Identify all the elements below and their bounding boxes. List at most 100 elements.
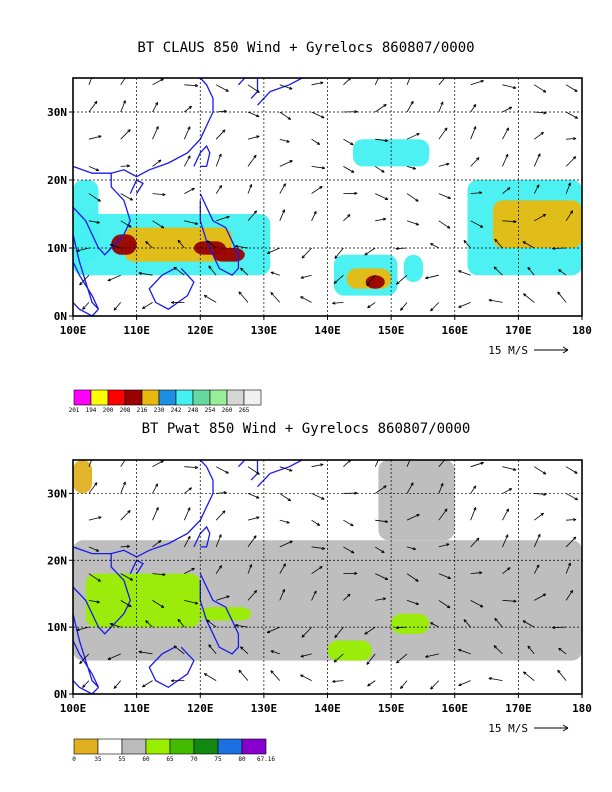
- colorbar-label: 201: [69, 407, 80, 414]
- wind-vector: [406, 600, 419, 605]
- wind-vector: [502, 466, 517, 471]
- wind-arrowhead: [187, 507, 191, 511]
- wind-vector: [184, 600, 199, 605]
- wind-vector: [184, 466, 198, 469]
- wind-arrowhead: [138, 271, 142, 275]
- wind-arrowhead: [513, 599, 517, 603]
- wind-arrowhead: [473, 104, 477, 108]
- colorbar-label: 254: [205, 407, 216, 414]
- wind-vector: [534, 593, 547, 601]
- colorbar-label: 70: [190, 756, 198, 763]
- wind-vector: [215, 84, 229, 92]
- wind-vector: [374, 460, 379, 467]
- wind-arrowhead: [79, 660, 83, 665]
- x-tick-label: 150E: [378, 324, 405, 337]
- wind-vector: [120, 220, 132, 228]
- wind-vector: [470, 104, 477, 113]
- wind-vector: [88, 100, 98, 113]
- wind-vector: [152, 540, 162, 548]
- wind-vector: [523, 671, 535, 681]
- wind-arrowhead: [522, 620, 526, 624]
- wind-vector: [311, 464, 324, 468]
- coastline-5: [129, 559, 144, 575]
- wind-arrowhead: [321, 115, 325, 119]
- wind-arrowhead: [155, 126, 159, 130]
- wind-arrowhead: [218, 185, 223, 189]
- wind-arrowhead: [76, 249, 80, 252]
- wind-vector: [534, 512, 544, 521]
- wind-arrowhead: [522, 241, 526, 245]
- shaded-region-8: [365, 275, 385, 289]
- wind-vector: [375, 138, 388, 142]
- wind-arrowhead: [249, 184, 253, 188]
- wind-vector: [438, 78, 446, 86]
- wind-arrowhead: [320, 81, 324, 85]
- x-tick-label: 160E: [442, 324, 469, 337]
- wind-arrowhead: [415, 602, 419, 606]
- wind-arrowhead: [507, 567, 511, 571]
- wind-arrowhead: [494, 238, 498, 243]
- wind-vector: [311, 111, 325, 119]
- wind-arrowhead: [300, 674, 304, 678]
- wind-vector: [120, 510, 131, 521]
- wind-vector: [565, 156, 577, 167]
- wind-arrowhead: [177, 239, 181, 244]
- wind-vector: [82, 680, 90, 688]
- wind-arrowhead: [350, 169, 355, 173]
- wind-vector: [279, 563, 286, 574]
- wind-vector: [527, 645, 535, 655]
- wind-arrowhead: [473, 507, 477, 511]
- wind-vector: [406, 482, 414, 494]
- wind-arrowhead: [96, 220, 100, 224]
- wind-arrowhead: [160, 78, 164, 82]
- wind-vector: [438, 600, 451, 609]
- wind-vector: [438, 543, 450, 548]
- wind-arrowhead: [256, 89, 260, 93]
- wind-arrowhead: [270, 271, 274, 275]
- wind-arrowhead: [572, 156, 577, 160]
- wind-arrowhead: [476, 157, 480, 161]
- wind-vector: [184, 487, 192, 494]
- wind-arrowhead: [400, 685, 404, 690]
- coastline-9: [73, 680, 99, 694]
- wind-arrowhead: [506, 508, 509, 512]
- wind-arrowhead: [300, 296, 304, 300]
- wind-vector: [565, 84, 578, 92]
- wind-arrowhead: [191, 567, 195, 571]
- wind-vector: [488, 299, 503, 303]
- wind-arrowhead: [430, 622, 434, 626]
- y-tick-label: 10N: [47, 621, 67, 634]
- wind-arrowhead: [97, 198, 101, 202]
- wind-arrowhead: [446, 225, 451, 229]
- wind-arrowhead: [270, 291, 274, 296]
- wind-vector: [343, 519, 354, 527]
- wind-vector: [152, 460, 164, 468]
- wind-arrowhead: [256, 114, 260, 118]
- wind-arrowhead: [508, 106, 513, 110]
- wind-vector: [463, 240, 471, 249]
- coastline-2: [73, 613, 100, 688]
- wind-vector: [375, 166, 385, 173]
- wind-arrowhead: [523, 671, 527, 675]
- wind-vector: [470, 485, 477, 494]
- x-tick-label: 160E: [442, 702, 469, 715]
- wind-vector: [343, 593, 351, 601]
- wind-arrowhead: [222, 510, 226, 514]
- coastline-2: [73, 234, 100, 310]
- colorbar-label: 60: [142, 756, 150, 763]
- wind-arrowhead: [173, 645, 177, 649]
- wind-vector: [438, 193, 451, 199]
- wind-arrowhead: [253, 535, 257, 539]
- chart-2-title: BT Pwat 850 Wind + Gyrelocs 860807/0000: [141, 421, 471, 437]
- colorbar-label: 194: [86, 407, 97, 414]
- wind-arrowhead: [203, 294, 208, 298]
- chart-1-title: BT CLAUS 850 Wind + Gyrelocs 860807/0000: [137, 40, 475, 56]
- wind-arrowhead: [253, 210, 258, 214]
- wind-arrowhead: [266, 251, 271, 254]
- wind-arrowhead: [97, 578, 101, 582]
- reference-vector-head: [562, 724, 569, 732]
- wind-arrowhead: [82, 684, 86, 688]
- wind-arrowhead: [430, 308, 434, 312]
- wind-arrowhead: [300, 275, 304, 279]
- wind-vector: [533, 534, 541, 548]
